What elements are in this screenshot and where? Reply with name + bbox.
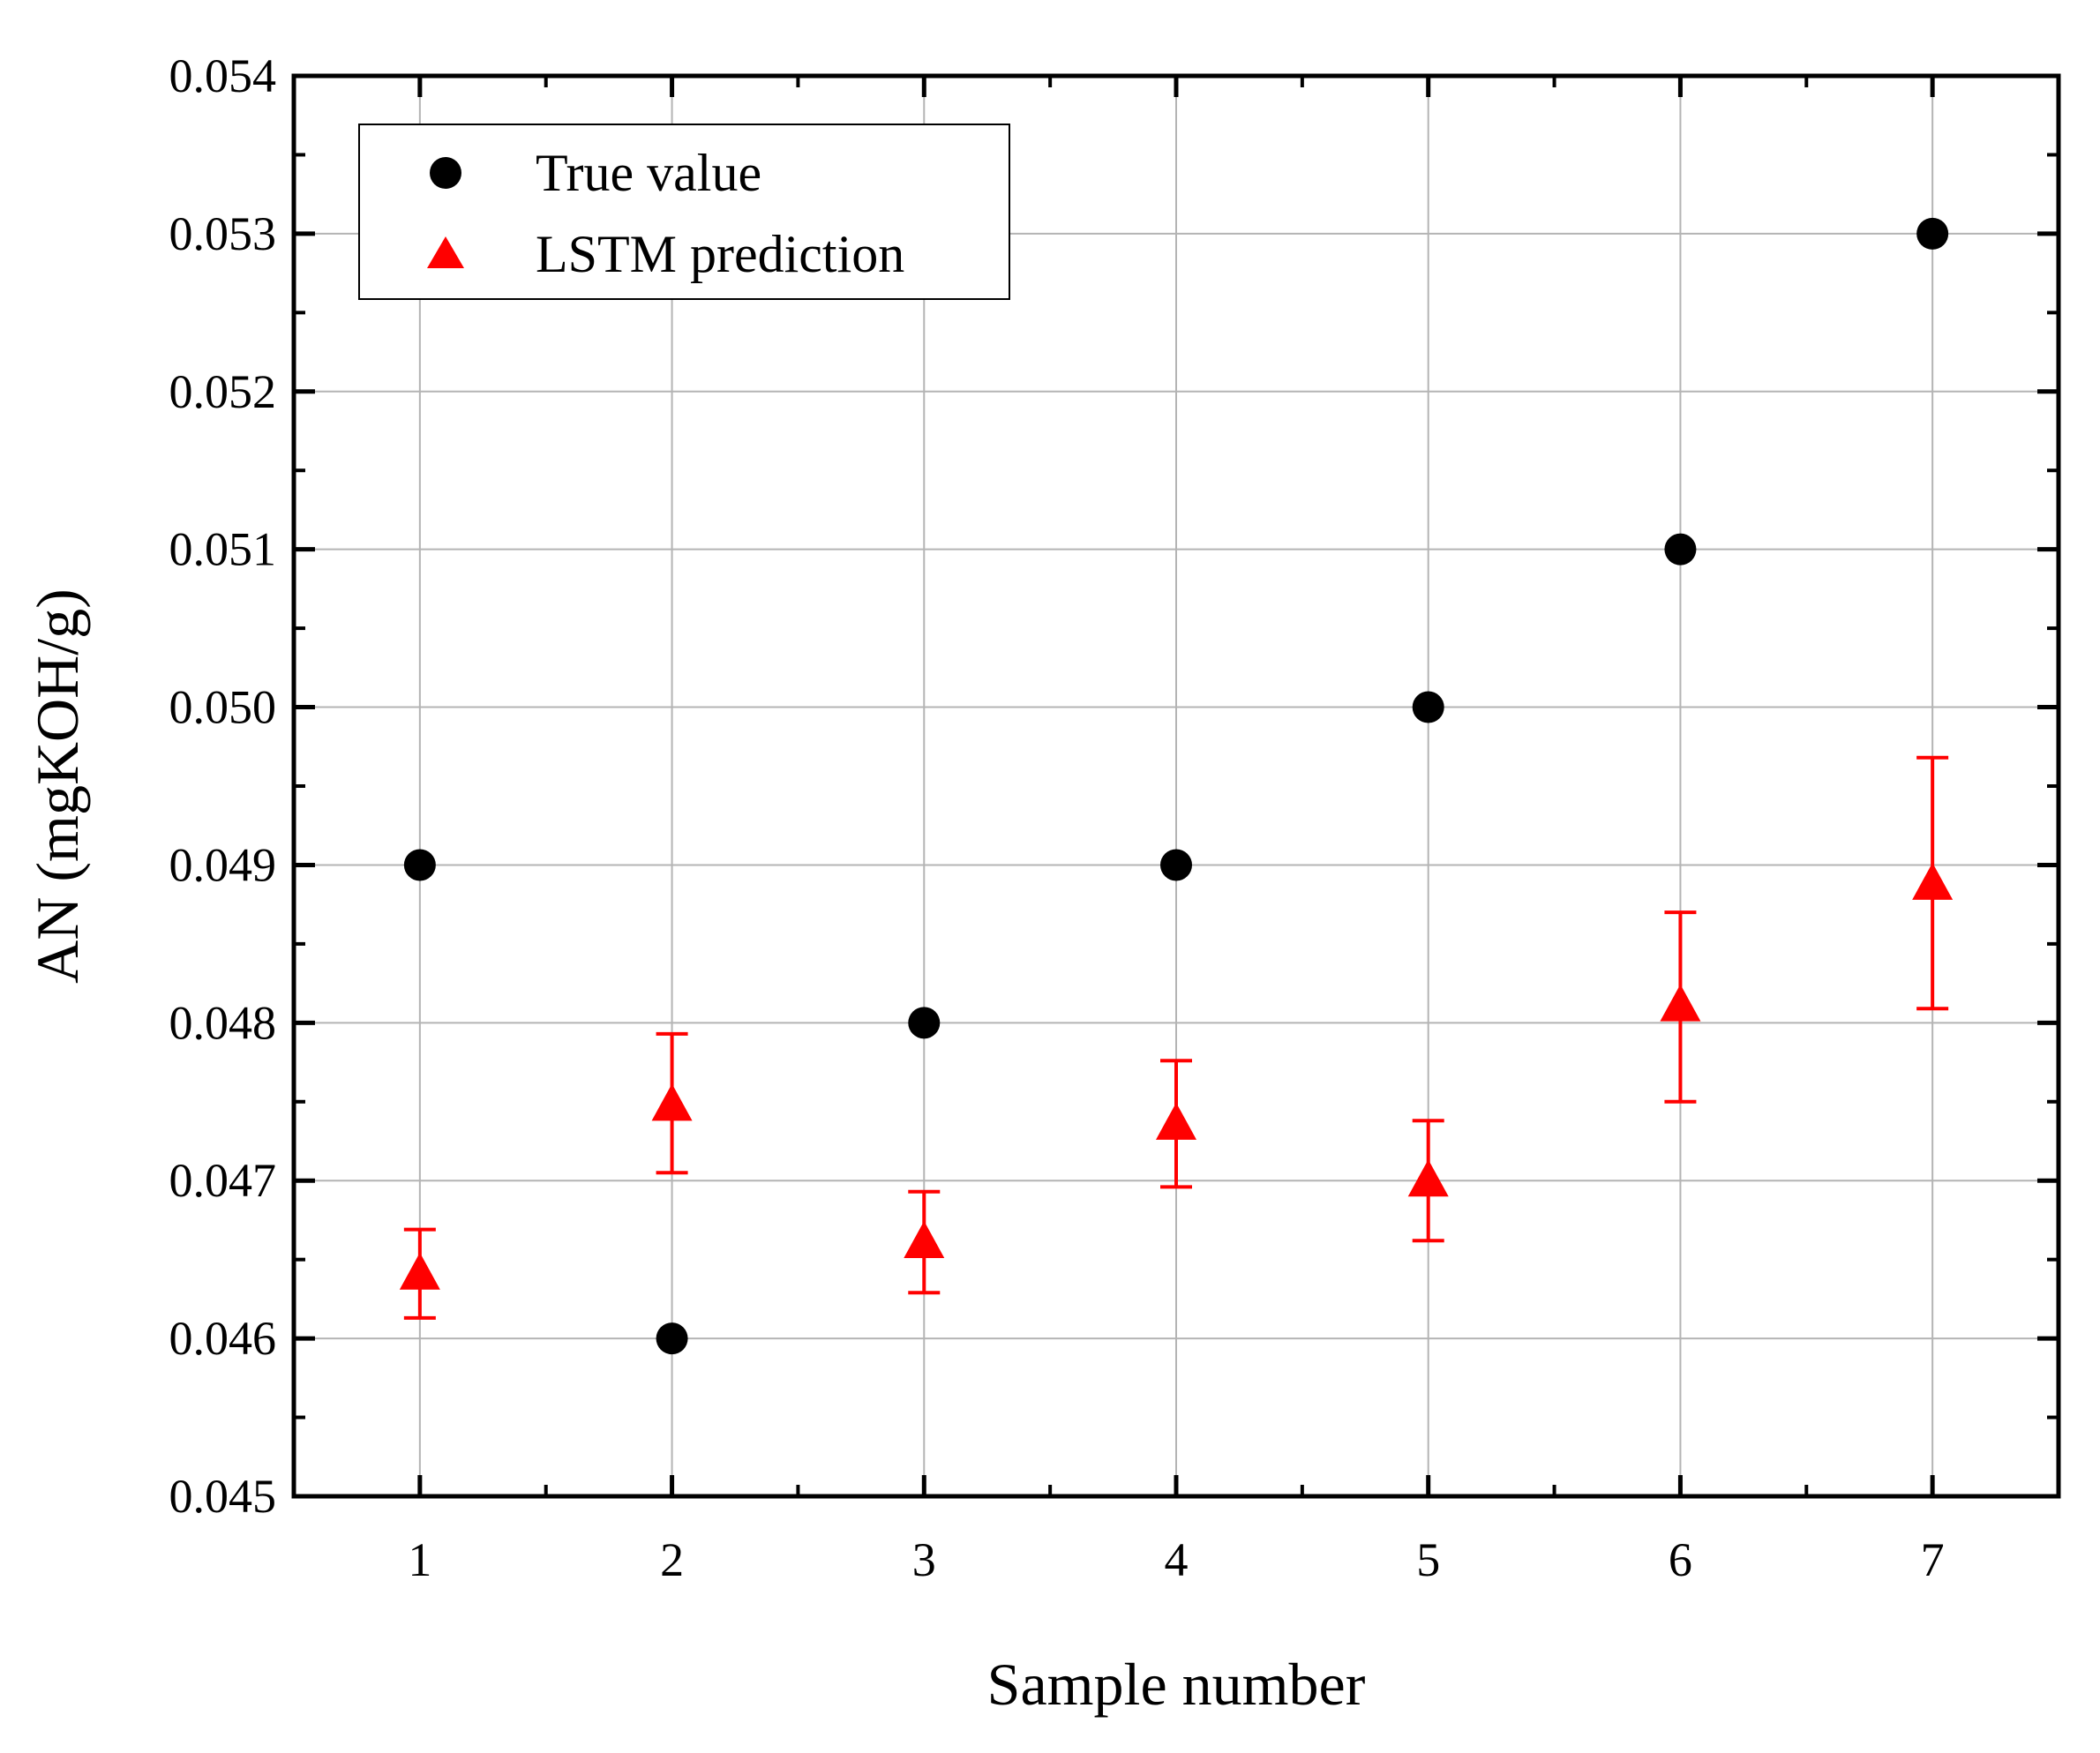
legend-label-lstm-prediction: LSTM prediction bbox=[536, 225, 904, 283]
x-tick-label: 2 bbox=[660, 1533, 684, 1586]
lstm-prediction-point bbox=[651, 1083, 693, 1121]
legend-marker-true-value bbox=[430, 157, 461, 189]
legend-box bbox=[358, 124, 1010, 300]
x-tick-label: 7 bbox=[1921, 1533, 1945, 1586]
lstm-prediction-point bbox=[1912, 862, 1954, 900]
lstm-prediction-point bbox=[1660, 984, 1701, 1022]
axis-ticks bbox=[294, 73, 2059, 1499]
y-tick-label: 0.053 bbox=[169, 207, 277, 260]
legend: True value LSTM prediction bbox=[358, 124, 1010, 300]
x-tick-labels: 1 2 3 4 5 6 7 bbox=[408, 1533, 1944, 1586]
x-tick-label: 5 bbox=[1416, 1533, 1440, 1586]
x-tick-label: 4 bbox=[1165, 1533, 1189, 1586]
x-axis-title: Sample number bbox=[987, 1651, 1366, 1718]
true-value-point bbox=[1412, 691, 1444, 723]
lstm-prediction-point bbox=[1156, 1102, 1196, 1140]
lstm-prediction-point bbox=[1407, 1159, 1449, 1197]
x-tick-label: 3 bbox=[912, 1533, 936, 1586]
true-value-point bbox=[656, 1322, 688, 1355]
y-tick-label: 0.052 bbox=[169, 365, 277, 418]
lstm-prediction-point bbox=[904, 1220, 945, 1258]
true-value-point bbox=[1160, 849, 1192, 881]
y-tick-label: 0.047 bbox=[169, 1154, 277, 1207]
legend-label-true-value: True value bbox=[536, 144, 761, 202]
y-tick-label: 0.045 bbox=[169, 1470, 277, 1523]
true-value-point bbox=[1664, 533, 1697, 566]
lstm-prediction-point bbox=[399, 1252, 440, 1290]
y-tick-label: 0.051 bbox=[169, 523, 277, 576]
y-tick-label: 0.046 bbox=[169, 1312, 277, 1365]
y-axis-title: AN (mgKOH/g) bbox=[24, 588, 91, 984]
legend-marker-lstm-prediction bbox=[427, 236, 464, 268]
x-tick-label: 1 bbox=[408, 1533, 431, 1586]
true-value-point bbox=[403, 849, 436, 881]
y-tick-label: 0.048 bbox=[169, 996, 277, 1049]
series-true-value bbox=[403, 217, 1949, 1355]
y-tick-label: 0.054 bbox=[169, 49, 277, 102]
series-lstm-prediction bbox=[399, 862, 1954, 1290]
true-value-point bbox=[908, 1007, 941, 1039]
y-tick-label: 0.049 bbox=[169, 838, 277, 891]
true-value-point bbox=[1916, 217, 1949, 250]
y-tick-labels: 0.045 0.046 0.047 0.048 0.049 0.050 0.051 0.052… bbox=[169, 49, 277, 1523]
y-tick-label: 0.050 bbox=[169, 681, 277, 734]
x-tick-label: 6 bbox=[1669, 1533, 1692, 1586]
